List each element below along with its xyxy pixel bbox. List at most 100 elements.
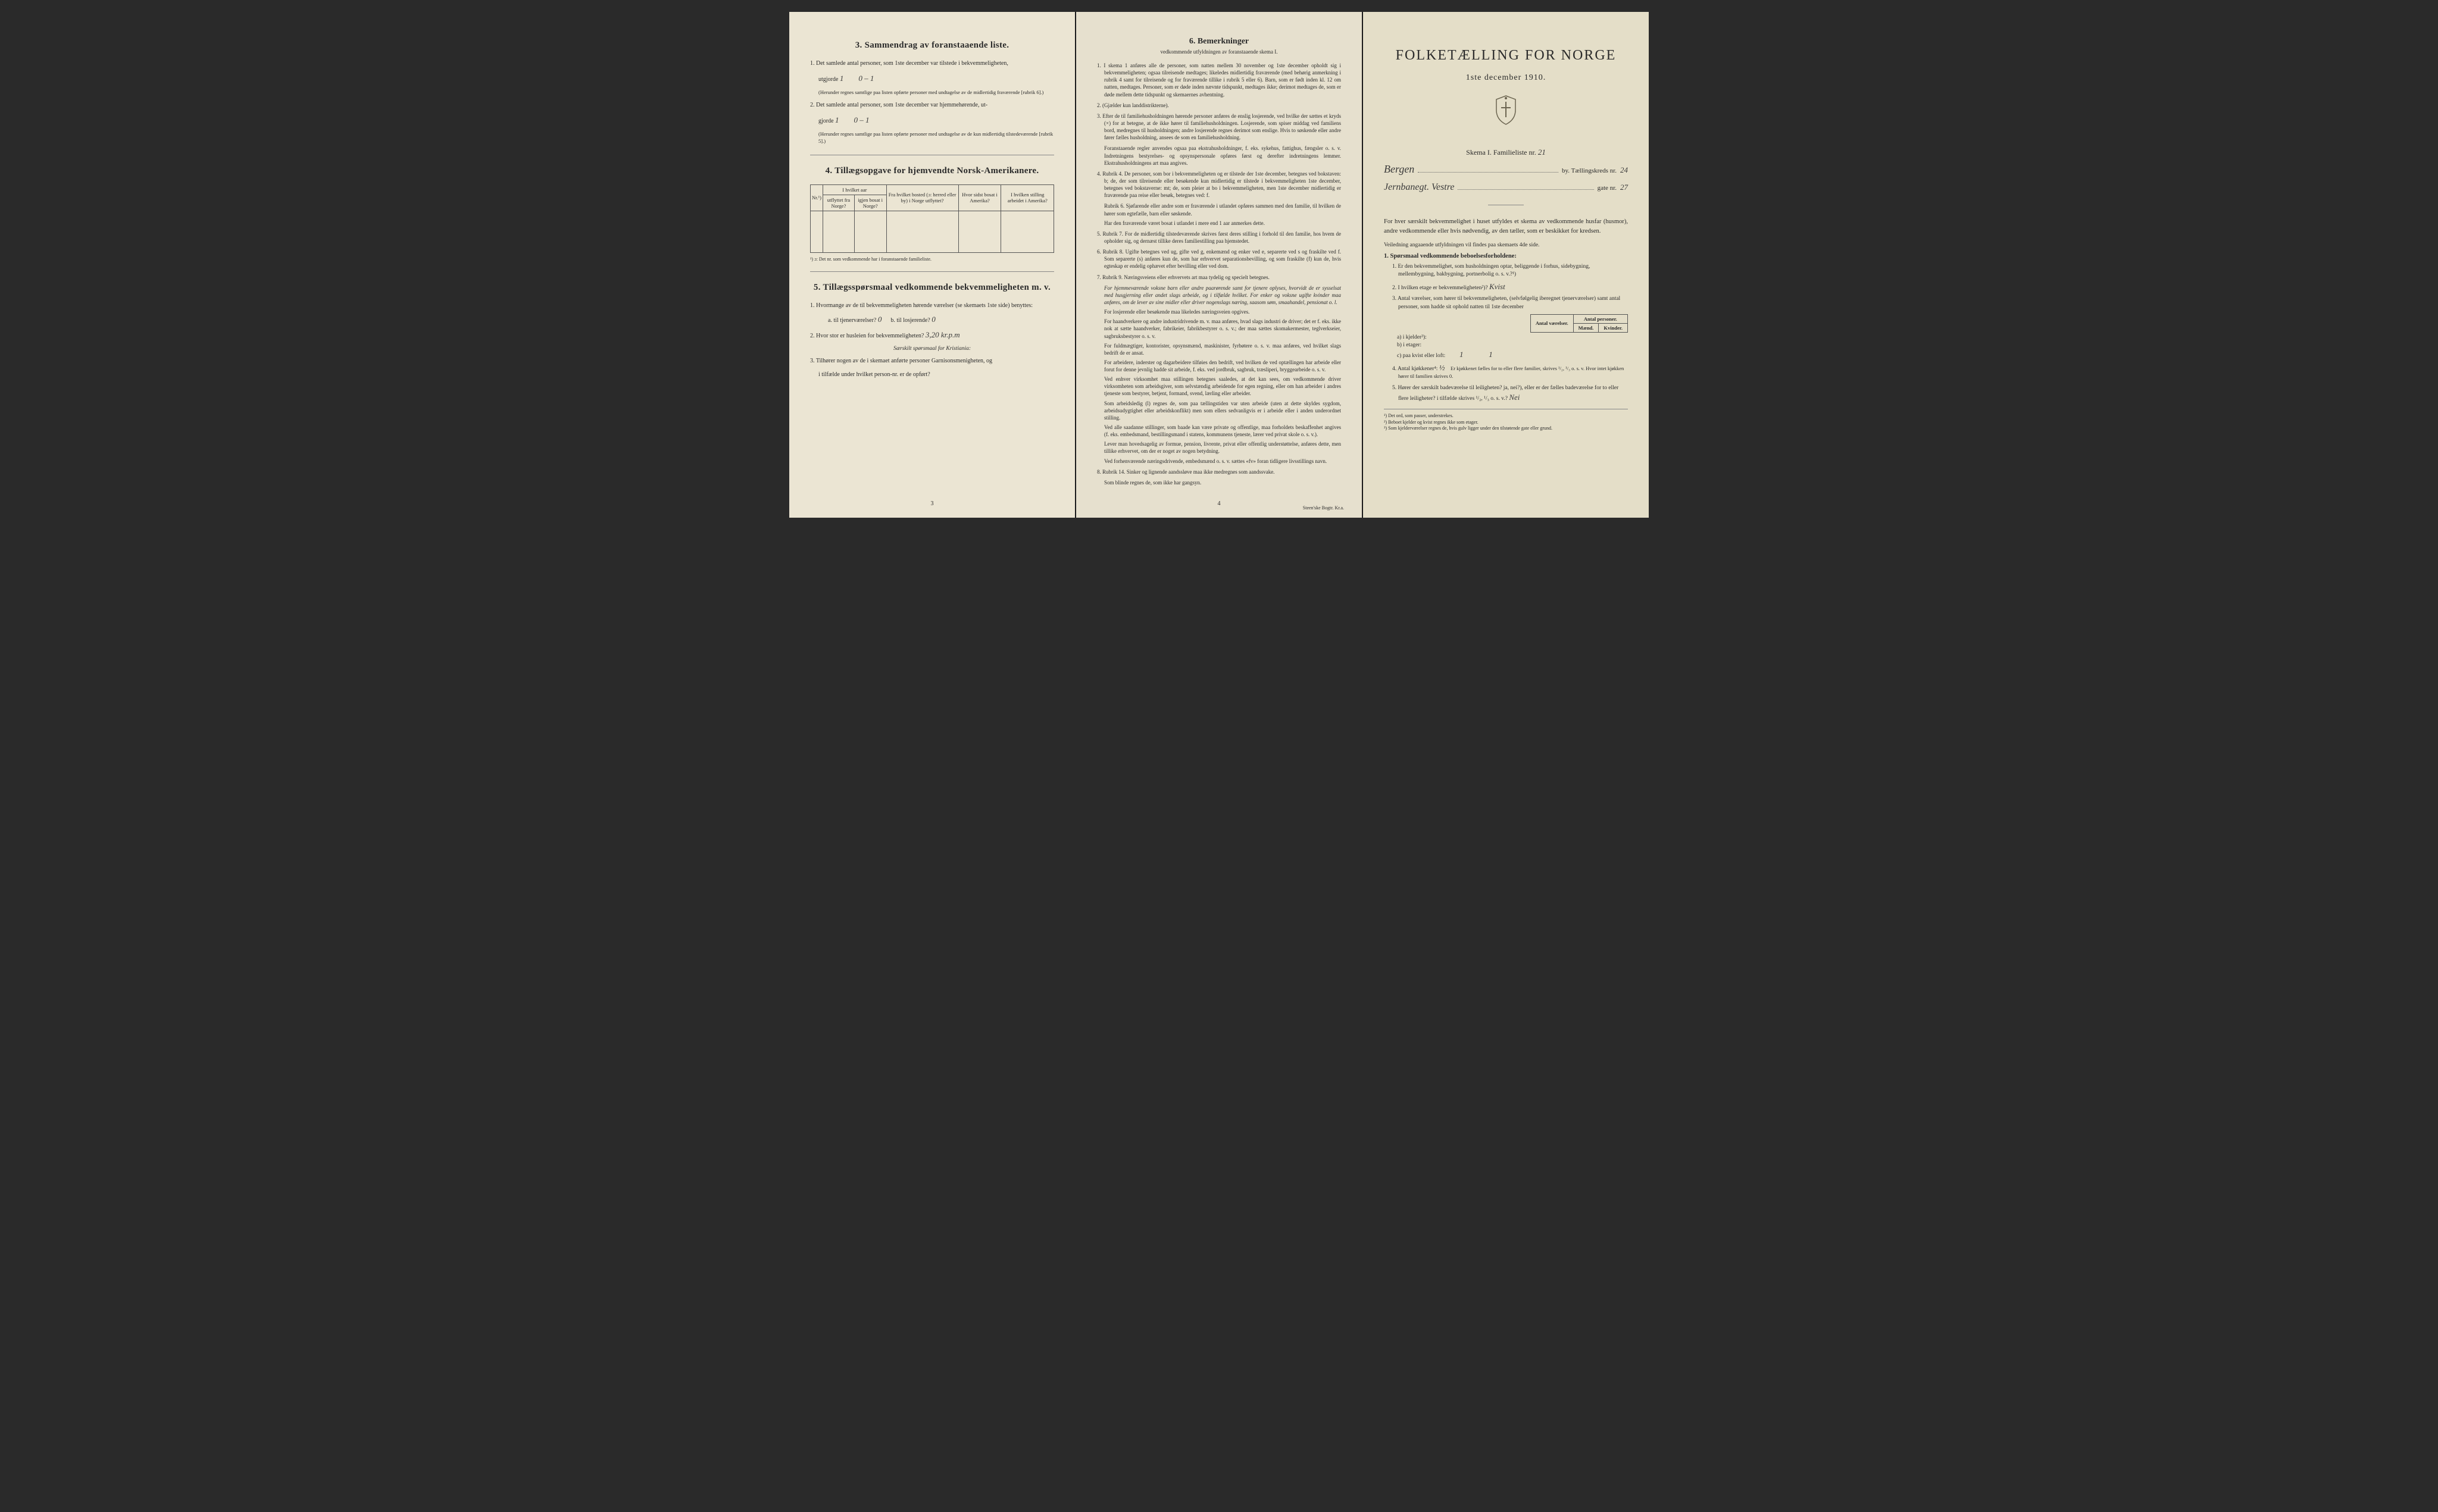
th-stilling: I hvilken stilling arbeidet i Amerika?: [1001, 184, 1054, 211]
th-personer: Antal personer.: [1573, 314, 1627, 323]
sec5-item1-ab: a. til tjenerværelser? 0 b. til losjeren…: [810, 315, 1054, 324]
fn1: ¹) Det ord, som passer, understrekes.: [1384, 413, 1628, 419]
by-line: Bergen by. Tællingskreds nr. 24: [1384, 163, 1628, 176]
handwritten-value: 0: [932, 315, 936, 324]
sec6-p7h: Ved alle saadanne stillinger, som baade …: [1097, 424, 1341, 438]
section-6-title: 6. Bemerkninger: [1097, 37, 1341, 46]
handwritten-street: Jernbanegt. Vestre: [1384, 182, 1454, 193]
handwritten-value: 21: [1538, 148, 1546, 156]
sec3-item2-note: (Herunder regnes samtlige paa listen opf…: [810, 131, 1054, 145]
sec3-item2-cont: gjorde 1 0 – 1: [810, 114, 1054, 126]
sec6-r6b: Har den fraværende været bosat i utlande…: [1097, 220, 1341, 227]
sec6-item2: 2. (Gjælder kun landdistrikterne).: [1097, 102, 1341, 109]
handwritten-value: 1: [1489, 350, 1493, 359]
sec6-item3b: Foranstaaende regler anvendes ogsaa paa …: [1097, 145, 1341, 166]
handwritten-value: 3,20 kr.p.m: [926, 330, 960, 339]
th-aar: I hvilket aar: [823, 184, 887, 195]
sec6-item3: 3. Efter de til familiehusholdningen hør…: [1097, 112, 1341, 142]
text: c) paa kvist eller loft:: [1397, 353, 1445, 359]
sec5-item1: 1. Hvormange av de til bekvemmeligheten …: [810, 301, 1054, 310]
row-a: a) i kjelder³):: [1397, 334, 1628, 340]
sec6-p7b: For losjerende eller besøkende maa likel…: [1097, 308, 1341, 315]
text: gate nr.: [1598, 184, 1617, 192]
th-vaerelser: Antal værelser.: [1530, 314, 1573, 332]
section-3-title: 3. Sammendrag av foranstaaende liste.: [810, 40, 1054, 51]
th-bosted: Fra hvilket bosted (ɔ: herred eller by) …: [886, 184, 958, 211]
sec5-kristiania: Særskilt spørsmaal for Kristiania:: [810, 346, 1054, 352]
sec3-item1-note: (Herunder regnes samtlige paa listen opf…: [810, 89, 1054, 96]
fn2: ²) Beboet kjelder og kvist regnes ikke s…: [1384, 420, 1628, 425]
sec6-item8: 8. Rubrik 14. Sinker og lignende aandssl…: [1097, 468, 1341, 475]
section-5-title: 5. Tillægsspørsmaal vedkommende bekvemme…: [810, 283, 1054, 293]
skema-line: Skema I. Familieliste nr. 21: [1384, 148, 1628, 157]
sec6-p7c: For haandverkere og andre industridriven…: [1097, 318, 1341, 339]
sec6-item1: 1. I skema 1 anføres alle de personer, s…: [1097, 62, 1341, 98]
text: 1. Spørsmaal vedkommende beboelsesforhol…: [1384, 253, 1517, 259]
intro-para-2: Veiledning angaaende utfyldningen vil fi…: [1384, 242, 1628, 248]
handwritten-value: 0 – 1: [854, 115, 870, 124]
th-igjen: igjen bosat i Norge?: [854, 195, 886, 211]
handwritten-value: 1: [835, 115, 839, 124]
printer-mark: Steen'ske Bogtr. Kr.a.: [1303, 505, 1344, 511]
text: gjorde: [818, 118, 834, 124]
sec6-item7: 7. Rubrik 9. Næringsveiens eller erhverv…: [1097, 274, 1341, 281]
divider: [810, 271, 1054, 272]
section-6-subtitle: vedkommende utfyldningen av foranstaaend…: [1097, 49, 1341, 55]
sec6-item6: 6. Rubrik 8. Ugifte betegnes ved ug, gif…: [1097, 248, 1341, 270]
sec6-item8b: Som blinde regnes de, som ikke har gangs…: [1097, 479, 1341, 486]
fn3: ³) Som kjelderværelser regnes de, hvis g…: [1384, 425, 1628, 431]
handwritten-value: Nei: [1509, 393, 1520, 402]
handwritten-value: Kvist: [1489, 282, 1505, 291]
sec6-r6: Rubrik 6. Sjøfarende eller andre som er …: [1097, 202, 1341, 217]
page-number: 3: [931, 500, 934, 507]
th-kvinder: Kvinder.: [1599, 323, 1628, 332]
panel-page-3: 3. Sammendrag av foranstaaende liste. 1.…: [789, 12, 1075, 518]
text: 2. Hvor stor er husleien for bekvemmelig…: [810, 333, 924, 339]
sec6-item5: 5. Rubrik 7. For de midlertidig tilstede…: [1097, 230, 1341, 245]
row-c: c) paa kvist eller loft: 1 1: [1397, 350, 1628, 359]
sec5-item2: 2. Hvor stor er husleien for bekvemmelig…: [810, 329, 1054, 341]
panel-cover: FOLKETÆLLING FOR NORGE 1ste december 191…: [1363, 12, 1649, 518]
coat-of-arms-icon: [1384, 95, 1628, 131]
handwritten-value: 24: [1620, 165, 1628, 175]
q1-4: 4. Antal kjøkkener⁴: ½ Er kjøkkenet fæll…: [1392, 362, 1628, 381]
sec6-p7a: For hjemmeværende voksne barn eller andr…: [1097, 284, 1341, 306]
text: 5. Hører der særskilt badeværelse til le…: [1392, 385, 1618, 402]
sec3-item1-cont: utgjorde 1 0 – 1: [810, 73, 1054, 84]
sec6-item4: 4. Rubrik 4. De personer, som bor i bekv…: [1097, 170, 1341, 199]
row-b: b) i etager:: [1397, 342, 1628, 348]
sec6-p7d: For fuldmægtiger, kontorister, opsynsmæn…: [1097, 342, 1341, 356]
census-date: 1ste december 1910.: [1384, 73, 1628, 83]
section-4-title: 4. Tillægsopgave for hjemvendte Norsk-Am…: [810, 166, 1054, 176]
text: by. Tællingskreds nr.: [1562, 167, 1617, 174]
panel-page-4: 6. Bemerkninger vedkommende utfyldningen…: [1076, 12, 1362, 518]
text: 2. I hvilken etage er bekvemmeligheten²)…: [1392, 285, 1488, 291]
th-maend: Mænd.: [1573, 323, 1599, 332]
sec6-p7e: For arbeidere, inderster og dagarbeidere…: [1097, 359, 1341, 373]
text: b. til losjerende?: [890, 317, 930, 324]
th-utflyttet: utflyttet fra Norge?: [823, 195, 855, 211]
sec4-table: Nr.¹) I hvilket aar Fra hvilket bosted (…: [810, 184, 1054, 253]
th-nr: Nr.¹): [811, 184, 823, 211]
handwritten-value: 1: [1459, 350, 1464, 359]
q1-1: 1. Er den bekvemmelighet, som husholdnin…: [1392, 263, 1628, 279]
sec3-item2: 2. Det samlede antal personer, som 1ste …: [810, 101, 1054, 109]
sec5-item3b: i tilfælde under hvilket person-nr. er d…: [810, 370, 1054, 379]
text: utgjorde: [818, 76, 838, 83]
handwritten-value: 0: [878, 315, 882, 324]
th-sidst: Hvor sidst bosat i Amerika?: [958, 184, 1001, 211]
text: 1. Det samlede antal personer, som 1ste …: [810, 60, 1008, 67]
page-number: 4: [1218, 500, 1221, 507]
q1-2: 2. I hvilken etage er bekvemmeligheten²)…: [1392, 281, 1628, 292]
sec6-p7f: Ved enhver virksomhet maa stillingen bet…: [1097, 375, 1341, 397]
sec4-footnote: ¹) ɔ: Det nr. som vedkommende har i fora…: [810, 256, 1054, 262]
sec6-p7i: Lever man hovedsagelig av formue, pensio…: [1097, 440, 1341, 455]
main-title: FOLKETÆLLING FOR NORGE: [1384, 48, 1628, 64]
footnotes: ¹) Det ord, som passer, understrekes. ²)…: [1384, 409, 1628, 431]
handwritten-value: 27: [1620, 183, 1628, 192]
sec6-p7g: Som arbeidsledig (l) regnes de, som paa …: [1097, 400, 1341, 421]
gate-line: Jernbanegt. Vestre gate nr. 27: [1384, 181, 1628, 193]
handwritten-value: 0 – 1: [858, 74, 874, 83]
handwritten-value: 1: [840, 74, 844, 83]
q1-heading: 1. Spørsmaal vedkommende beboelsesforhol…: [1384, 253, 1628, 259]
